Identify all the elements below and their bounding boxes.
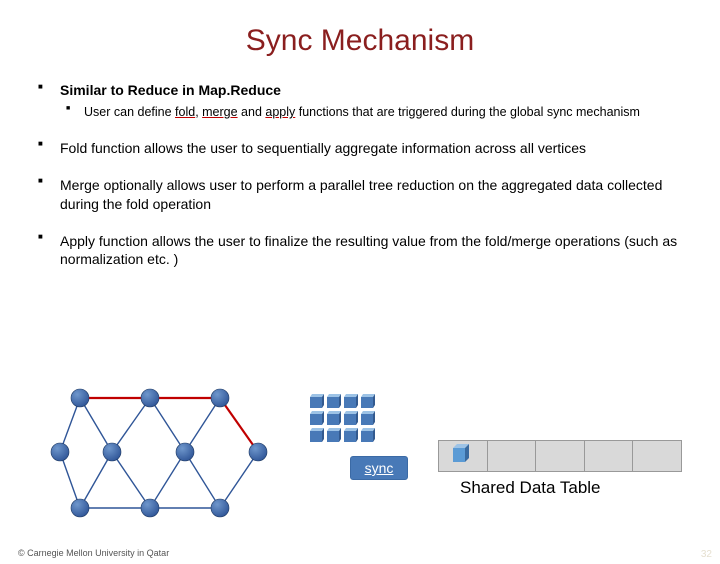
page-title: Sync Mechanism — [0, 24, 720, 58]
table-cell — [488, 441, 537, 471]
bullet-3: Merge optionally allows user to perform … — [34, 176, 686, 214]
bullet-2-text: Fold function allows the user to sequent… — [60, 139, 686, 158]
bullet-4-text: Apply function allows the user to finali… — [60, 232, 686, 270]
bullet-4: Apply function allows the user to finali… — [34, 232, 686, 270]
bullet-3-text: Merge optionally allows user to perform … — [60, 176, 686, 214]
block-grid — [308, 392, 380, 446]
text: functions that are triggered during the … — [295, 105, 640, 119]
text: and — [238, 105, 266, 119]
table-cell — [439, 441, 488, 471]
table-cell — [585, 441, 634, 471]
keyword-fold: fold — [175, 105, 195, 119]
bullet-1-sub: User can define fold, merge and apply fu… — [60, 104, 686, 121]
table-caption: Shared Data Table — [460, 478, 601, 498]
shared-data-table — [438, 440, 682, 472]
text: User can define — [84, 105, 175, 119]
table-cell — [536, 441, 585, 471]
table-cell — [633, 441, 681, 471]
page-number: 32 — [701, 549, 712, 560]
footer-copyright: © Carnegie Mellon University in Qatar — [18, 548, 169, 558]
bullet-1-heading: Similar to Reduce in Map.Reduce — [60, 82, 686, 98]
sync-badge: sync — [350, 456, 408, 480]
bullet-list: Similar to Reduce in Map.Reduce User can… — [34, 82, 686, 269]
keyword-merge: merge — [202, 105, 237, 119]
keyword-apply: apply — [265, 105, 295, 119]
graph-diagram — [50, 380, 290, 530]
bullet-1: Similar to Reduce in Map.Reduce User can… — [34, 82, 686, 121]
bullet-2: Fold function allows the user to sequent… — [34, 139, 686, 158]
